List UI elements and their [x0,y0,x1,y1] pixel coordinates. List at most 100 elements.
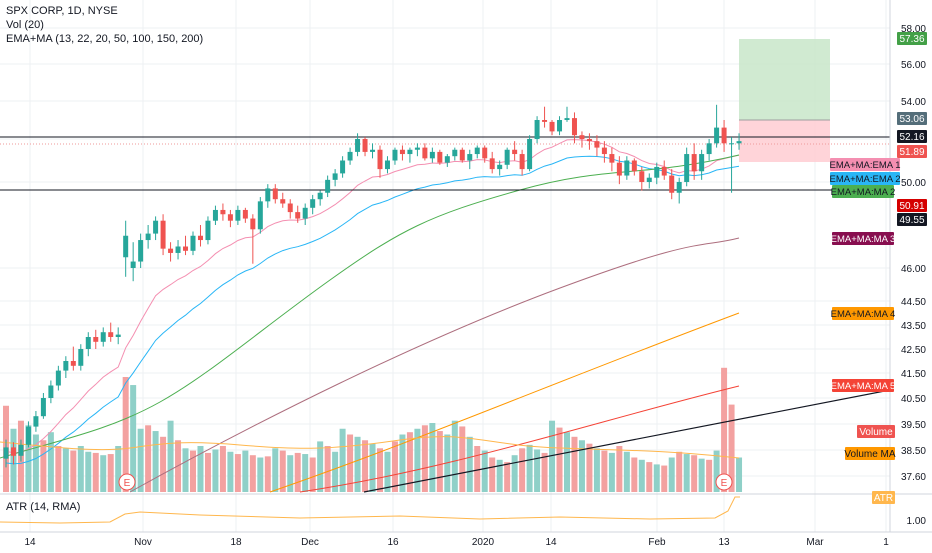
volume-bar [294,452,301,492]
candle [594,135,600,157]
candle [123,220,129,277]
badge-text: EMA+MA:MA 2 [831,187,896,198]
volume-bar [130,385,137,492]
candle [497,160,503,176]
badge-text: 50.91 [899,201,924,212]
time-tick-label: Dec [301,537,319,548]
candle [444,154,450,167]
atr-indicator-label[interactable]: ATR (14, RMA) [6,501,81,513]
volume-bar [152,431,159,492]
candle [63,356,69,378]
volume-bar [249,455,256,492]
volume-bar [354,436,361,492]
candle [661,160,667,180]
volume-bar [586,443,593,492]
volume-bar [167,420,174,492]
time-axis[interactable]: 14 Nov 18 Dec 16 2020 14 Feb 13 Mar 1 [24,537,889,548]
candle [377,145,383,178]
badge-p5306: 53.06 [897,112,927,125]
volume-bar [556,427,563,492]
badge-text: Volume [859,427,893,438]
price-tick-label: 58.00 [901,24,926,35]
symbol-title[interactable]: SPX CORP, 1D, NYSE [6,5,118,17]
profit-zone [739,39,830,120]
price-axis[interactable]: 58.0056.0054.0052.0050.0046.0044.5043.50… [901,24,926,527]
candle [654,162,660,185]
candle [355,133,361,157]
volume-bar [406,432,413,492]
volume-bar [436,431,443,492]
candle [362,137,368,157]
candle [504,147,510,170]
earnings-marker[interactable]: E [715,473,733,491]
volume-bar [115,446,122,492]
volume-bar [384,451,391,492]
candle [310,194,316,215]
price-tick-label: 37.60 [901,472,926,483]
trend-line[interactable] [363,389,891,493]
candle [422,143,428,161]
candle [340,156,346,178]
price-tick-label: 50.00 [901,178,926,189]
candle [235,205,241,225]
badge-text: ATR [874,493,893,504]
badge-ma4: EMA+MA:MA 4 [831,307,895,320]
badge-p5189: 51.89 [897,145,927,158]
candle [392,147,398,165]
volume-bar [593,448,600,492]
time-tick-label: Mar [806,537,824,548]
volume-bar [242,450,249,492]
candle [85,332,91,357]
ema-ma-indicator-label[interactable]: EMA+MA (13, 22, 20, 50, 100, 150, 200) [6,33,204,45]
candle [190,231,196,256]
time-tick-label: Feb [648,537,666,548]
badge-p5091: 50.91 [897,199,927,212]
volume-bar [219,446,226,492]
earnings-marker[interactable]: E [118,473,136,491]
volume-bar [578,440,585,492]
volume-indicator-label[interactable]: Vol (20) [6,19,44,31]
candle [407,147,413,163]
earnings-markers[interactable]: E E [118,473,733,491]
candle [542,106,548,128]
candle [302,203,308,225]
volume-bar [272,448,279,492]
badge-p4955: 49.55 [897,213,927,226]
volume-bar [608,452,615,492]
chart-legend: SPX CORP, 1D, NYSE Vol (20) EMA+MA (13, … [6,4,203,46]
candle [646,173,652,189]
volume-bar [40,440,47,492]
earnings-marker-label: E [124,478,131,489]
time-tick-label: 14 [24,537,36,548]
candle [33,411,39,432]
candle [160,214,166,256]
volume-bar [511,455,518,492]
candle [467,149,473,170]
candle [414,143,420,157]
horizontal-lines[interactable] [0,136,891,493]
badge-ma2: EMA+MA:MA 2 [831,185,896,198]
volume-bar [324,446,331,492]
candle [145,225,151,249]
volume-bar [623,451,630,492]
volume-bar [496,459,503,492]
candle [669,169,675,200]
candle [265,184,271,208]
badge-volume_ma: Volume MA [844,447,896,460]
candle [639,166,645,191]
candle [183,235,189,256]
volume-bar [85,451,92,492]
badge-text: EMA+MA:MA 3 [831,234,896,245]
candle [624,156,630,180]
volume-bar [631,457,638,492]
candle [370,143,376,159]
volume-bar [676,451,683,492]
badge-p5216: 52.16 [897,130,927,143]
volume-bar [601,450,608,492]
volume-bar [204,452,211,492]
candle [175,240,181,260]
candle [197,225,203,247]
volume-bar [661,465,668,492]
volume-bar [429,423,436,492]
